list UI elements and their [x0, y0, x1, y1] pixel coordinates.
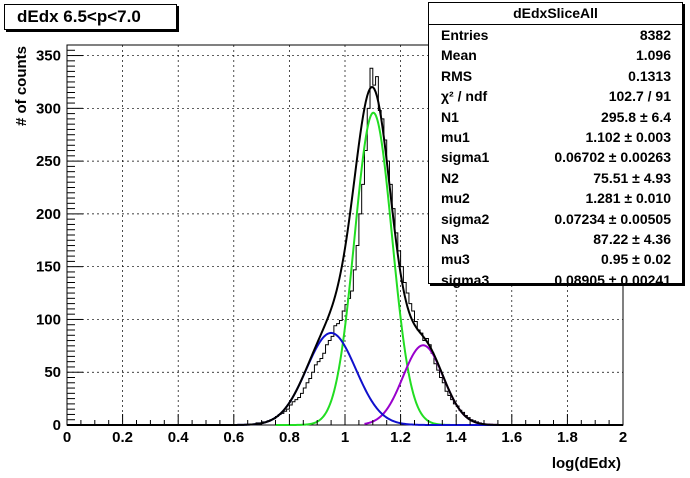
- histogram-bars: [249, 67, 485, 425]
- stats-row-value: 102.7 / 91: [608, 88, 671, 105]
- stats-row: χ² / ndf 102.7 / 91: [429, 86, 682, 106]
- x-tick-label: 1.2: [390, 429, 411, 446]
- gaus1-fit-curve: [275, 111, 457, 426]
- stats-row-name: mu2: [441, 190, 470, 207]
- histogram-layer: [249, 67, 485, 425]
- stats-row-value: 87.22 ± 4.36: [593, 230, 671, 247]
- stats-row: RMS 0.1313: [429, 66, 682, 86]
- stats-row-name: sigma2: [441, 210, 490, 227]
- stats-row-name: sigma1: [441, 149, 490, 166]
- x-tick-label: 0.4: [168, 429, 190, 446]
- stats-row: sigma3 0.08905 ± 0.00241: [429, 270, 682, 290]
- x-tick-label: 0.6: [223, 429, 244, 446]
- x-tick-label: 1.8: [557, 429, 578, 446]
- stats-row-name: Entries: [441, 27, 489, 43]
- stats-row-value: 1.096: [635, 47, 671, 64]
- stats-row-value: 8382: [639, 27, 671, 43]
- stats-row-value: 0.06702 ± 0.00263: [554, 149, 671, 166]
- stats-row: mu2 1.281 ± 0.010: [429, 188, 682, 208]
- stats-row-value: 75.51 ± 4.93: [593, 169, 671, 186]
- x-tick-label: 2: [619, 429, 627, 446]
- stats-row: Entries 8382: [429, 25, 682, 45]
- stats-row: mu3 0.95 ± 0.02: [429, 249, 682, 269]
- axes-layer: 0 0.2 0.4 0.6 0.8 1 1.2 1.4 1.6 1.8 2 0 50 100 150 200 2…: [36, 48, 627, 446]
- x-tick-label: 1.6: [501, 429, 522, 446]
- y-axis-label: # of counts: [13, 46, 30, 126]
- stats-row: N2 75.51 ± 4.93: [429, 168, 682, 188]
- stats-row: Mean 1.096: [429, 45, 682, 65]
- stats-rows: Entries 8382 Mean 1.096 RMS 0.1313 χ² / ndf 102…: [429, 25, 682, 290]
- stats-title: dEdxSliceAll: [429, 3, 682, 25]
- stats-row-value: 0.1313: [628, 67, 671, 84]
- stats-row-name: RMS: [441, 67, 473, 84]
- stats-row-name: N3: [441, 230, 459, 247]
- stats-row: mu1 1.102 ± 0.003: [429, 127, 682, 147]
- stats-row-name: N1: [441, 108, 459, 125]
- y-tick-label: 100: [36, 311, 61, 328]
- x-tick-label: 0.2: [112, 429, 133, 446]
- stats-row-value: 1.102 ± 0.003: [585, 128, 671, 145]
- stats-row-name: χ² / ndf: [441, 88, 488, 105]
- stats-row-value: 0.08905 ± 0.00241: [554, 271, 671, 288]
- x-tick-label: 0: [63, 429, 71, 446]
- stats-row: sigma2 0.07234 ± 0.00505: [429, 209, 682, 229]
- stats-row-value: 1.281 ± 0.010: [585, 190, 671, 207]
- y-tick-label: 300: [36, 100, 61, 117]
- plot-title: dEdx 6.5<p<7.0: [4, 4, 177, 30]
- y-tick-label: 200: [36, 206, 61, 223]
- stats-box: dEdxSliceAll Entries 8382 Mean 1.096 RMS 0.13…: [428, 2, 683, 288]
- x-tick-label: 0.8: [279, 429, 300, 446]
- x-tick-label: 1.4: [446, 429, 468, 446]
- stats-row-name: Mean: [441, 47, 477, 64]
- stats-row-value: 295.8 ± 6.4: [601, 108, 671, 125]
- x-axis-label: log(dEdx): [552, 455, 621, 472]
- fit-curves-layer: [67, 86, 623, 426]
- stats-row-name: mu1: [441, 128, 470, 145]
- x-tick-label: 1: [341, 429, 349, 446]
- stats-row-name: sigma3: [441, 271, 490, 288]
- stats-row-value: 0.95 ± 0.02: [601, 251, 671, 268]
- y-tick-label: 350: [36, 48, 61, 65]
- y-tick-label: 250: [36, 153, 61, 170]
- stats-row-value: 0.07234 ± 0.00505: [554, 210, 671, 227]
- y-tick-label: 50: [44, 364, 61, 381]
- y-tick-label: 0: [53, 417, 61, 434]
- stats-row: N3 87.22 ± 4.36: [429, 229, 682, 249]
- stats-row: N1 295.8 ± 6.4: [429, 107, 682, 127]
- stats-row-name: mu3: [441, 251, 470, 268]
- stats-row-name: N2: [441, 169, 459, 186]
- y-tick-label: 150: [36, 259, 61, 276]
- total-fit-curve: [67, 86, 623, 426]
- stats-row: sigma1 0.06702 ± 0.00263: [429, 147, 682, 167]
- gaus2-fit-curve: [364, 344, 498, 426]
